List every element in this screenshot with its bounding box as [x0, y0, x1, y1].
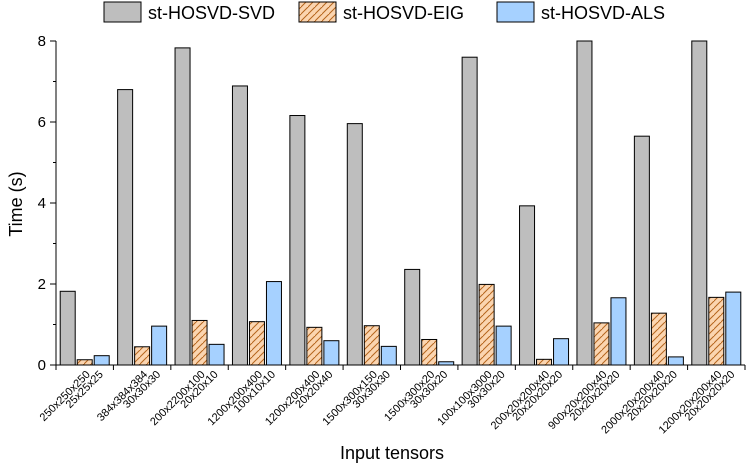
bar-st-hosvd-eig — [708, 296, 725, 366]
bar-st-hosvd-svd — [633, 135, 650, 366]
y-axis-title: Time (s) — [6, 171, 26, 236]
legend-label: st-HOSVD-ALS — [541, 3, 665, 23]
bar-st-hosvd-svd — [231, 85, 248, 366]
bar-st-hosvd-als — [380, 345, 397, 366]
bar-st-hosvd-als — [208, 343, 225, 366]
bar-st-hosvd-eig — [306, 326, 323, 366]
y-tick-label: 8 — [38, 33, 46, 50]
y-tick-label: 2 — [38, 276, 46, 293]
bar-st-hosvd-svd — [289, 115, 306, 366]
plot-area — [59, 40, 742, 366]
bar-st-hosvd-svd — [519, 205, 536, 366]
legend-swatch-st-hosvd-svd — [103, 1, 142, 23]
bar-st-hosvd-als — [725, 291, 742, 366]
legend-label: st-HOSVD-SVD — [148, 3, 275, 23]
legend-label: st-HOSVD-EIG — [343, 3, 464, 23]
bar-st-hosvd-als — [323, 340, 340, 366]
bar-st-hosvd-eig — [76, 359, 93, 366]
bar-st-hosvd-eig — [191, 319, 208, 366]
y-axis: 0 2 4 6 8 — [38, 33, 57, 374]
bar-st-hosvd-svd — [691, 40, 708, 366]
x-axis: 250x250x25025x25x25384x384x38430x30x3020… — [38, 364, 746, 436]
bar-st-hosvd-als — [151, 325, 168, 366]
bar-st-hosvd-eig — [134, 346, 151, 366]
x-axis-title: Input tensors — [340, 443, 444, 463]
bar-st-hosvd-svd — [461, 56, 478, 366]
bar-st-hosvd-als — [495, 325, 512, 366]
bar-st-hosvd-als — [93, 355, 110, 366]
bar-st-hosvd-eig — [593, 322, 610, 366]
bar-st-hosvd-eig — [363, 325, 380, 366]
legend: st-HOSVD-SVD st-HOSVD-EIG st-HOSVD-ALS — [103, 1, 665, 23]
bar-st-hosvd-svd — [576, 40, 593, 366]
legend-swatch-st-hosvd-eig — [298, 1, 337, 23]
bar-st-hosvd-eig — [536, 358, 553, 366]
bar-st-hosvd-svd — [404, 268, 421, 366]
bar-st-hosvd-svd — [117, 89, 134, 366]
y-tick-label: 4 — [38, 195, 46, 212]
y-tick-label: 0 — [38, 357, 46, 374]
bar-st-hosvd-svd — [346, 123, 363, 366]
bar-st-hosvd-eig — [421, 338, 438, 366]
legend-swatch-st-hosvd-als — [496, 1, 535, 23]
bar-st-hosvd-svd — [174, 47, 191, 366]
bar-st-hosvd-als — [265, 281, 282, 366]
bar-st-hosvd-eig — [478, 283, 495, 366]
bar-st-hosvd-svd — [59, 290, 76, 366]
bar-st-hosvd-als — [610, 297, 627, 366]
bar-st-hosvd-eig — [248, 321, 265, 366]
bar-st-hosvd-eig — [650, 312, 667, 366]
y-tick-label: 6 — [38, 114, 46, 131]
bar-st-hosvd-als — [667, 356, 684, 366]
bar-st-hosvd-als — [553, 338, 570, 366]
